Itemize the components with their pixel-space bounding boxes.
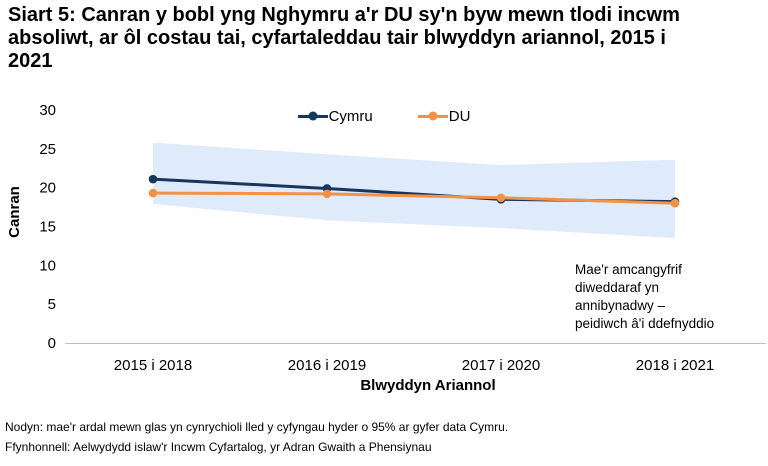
data-point-du-3 [670,198,680,208]
annotation-line: diweddaraf yn [575,279,660,295]
cymru-line-marker-icon [297,111,328,121]
y-tick-label: 30 [39,102,56,119]
annotation-line: peidiwch â'i ddefnyddio [575,315,715,331]
y-tick-label: 10 [39,257,56,274]
data-point-du-2 [496,193,506,203]
data-point-du-0 [148,188,158,198]
legend-label-cymru: Cymru [328,107,373,125]
chart-svg: 0 5 10 15 20 25 30 2015 i 2018 2016 i 2019 2017 i… [39,102,766,374]
x-tick-label: 2018 i 2021 [636,357,714,374]
data-point-cymru-0 [148,174,158,184]
y-tick-label: 5 [48,296,56,313]
note-line: Nodyn: mae'r ardal mewn glas yn cynrychi… [5,420,509,434]
y-tick-label: 20 [39,180,56,197]
y-axis-title: Canran [6,186,23,238]
x-tick-label: 2015 i 2018 [114,357,192,374]
footer-notes: Nodyn: mae'r ardal mewn glas yn cynrychi… [5,418,765,458]
x-tick-label: 2016 i 2019 [288,357,366,374]
du-line-marker-icon [417,111,448,121]
source-line: Ffynhonnell: Aelwydydd islaw'r Incwm Cyf… [5,439,432,454]
annotation-line: annibynadwy – [575,297,666,313]
series-line-du [152,191,676,205]
chart-title: Siart 5: Canran y bobl yng Nghymru a'r D… [8,4,680,73]
legend-label-du: DU [448,107,471,125]
x-axis-title: Blwyddyn Ariannol [360,377,496,394]
data-point-du-1 [322,189,332,199]
legend-item-cymru: Cymru [297,107,373,125]
legend-item-du: DU [417,107,471,125]
unreliable-estimate-annotation: Mae'r amcangyfrif diweddaraf yn annibyna… [575,261,747,333]
annotation-line: Mae'r amcangyfrif [575,262,682,277]
confidence-band [153,142,675,239]
y-tick-label: 15 [39,219,56,236]
y-tick-label: 0 [48,335,56,352]
x-tick-label: 2017 i 2020 [462,357,540,374]
legend: Cymru DU [0,106,768,126]
y-tick-label: 25 [39,141,56,158]
